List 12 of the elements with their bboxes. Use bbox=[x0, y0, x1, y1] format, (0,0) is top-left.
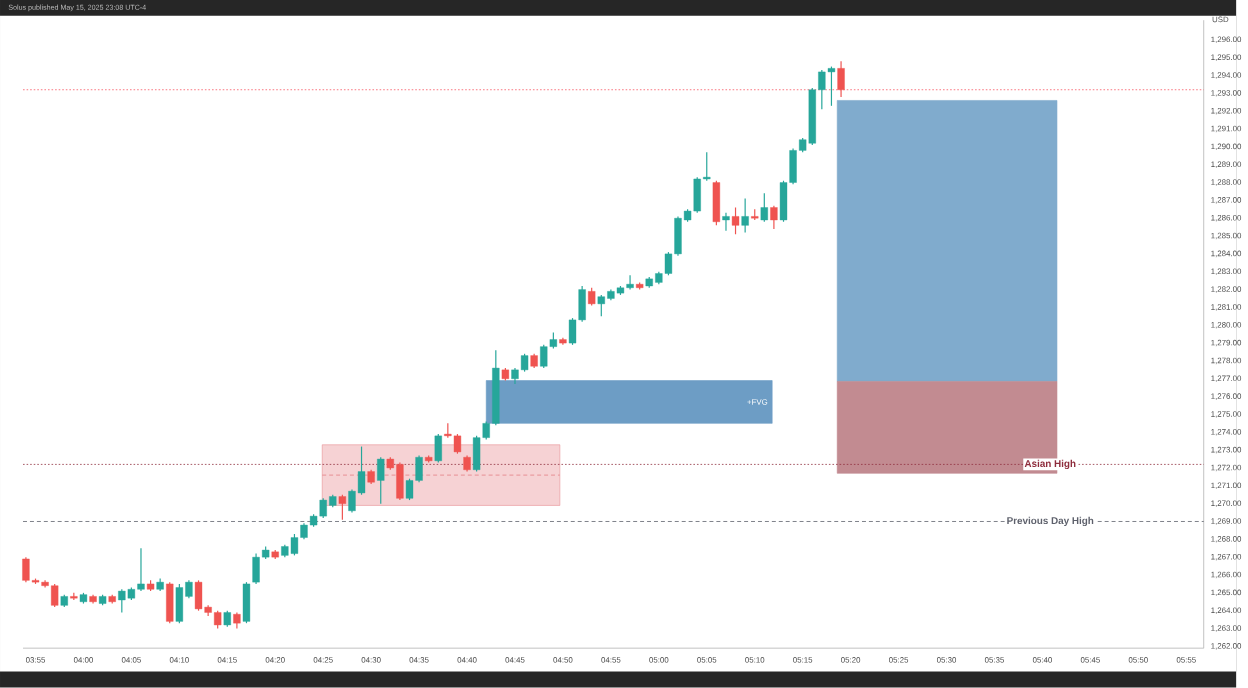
candlestick bbox=[166, 581, 174, 625]
candlestick bbox=[712, 180, 721, 227]
candlestick bbox=[731, 207, 740, 236]
candlestick bbox=[242, 581, 251, 625]
candlestick bbox=[377, 456, 385, 505]
candlestick bbox=[338, 494, 347, 521]
candlestick bbox=[770, 205, 778, 230]
candlestick bbox=[741, 198, 749, 234]
candlestick bbox=[434, 433, 442, 464]
candlestick bbox=[760, 192, 768, 223]
candlestick bbox=[722, 212, 730, 232]
candlestick bbox=[837, 60, 845, 98]
